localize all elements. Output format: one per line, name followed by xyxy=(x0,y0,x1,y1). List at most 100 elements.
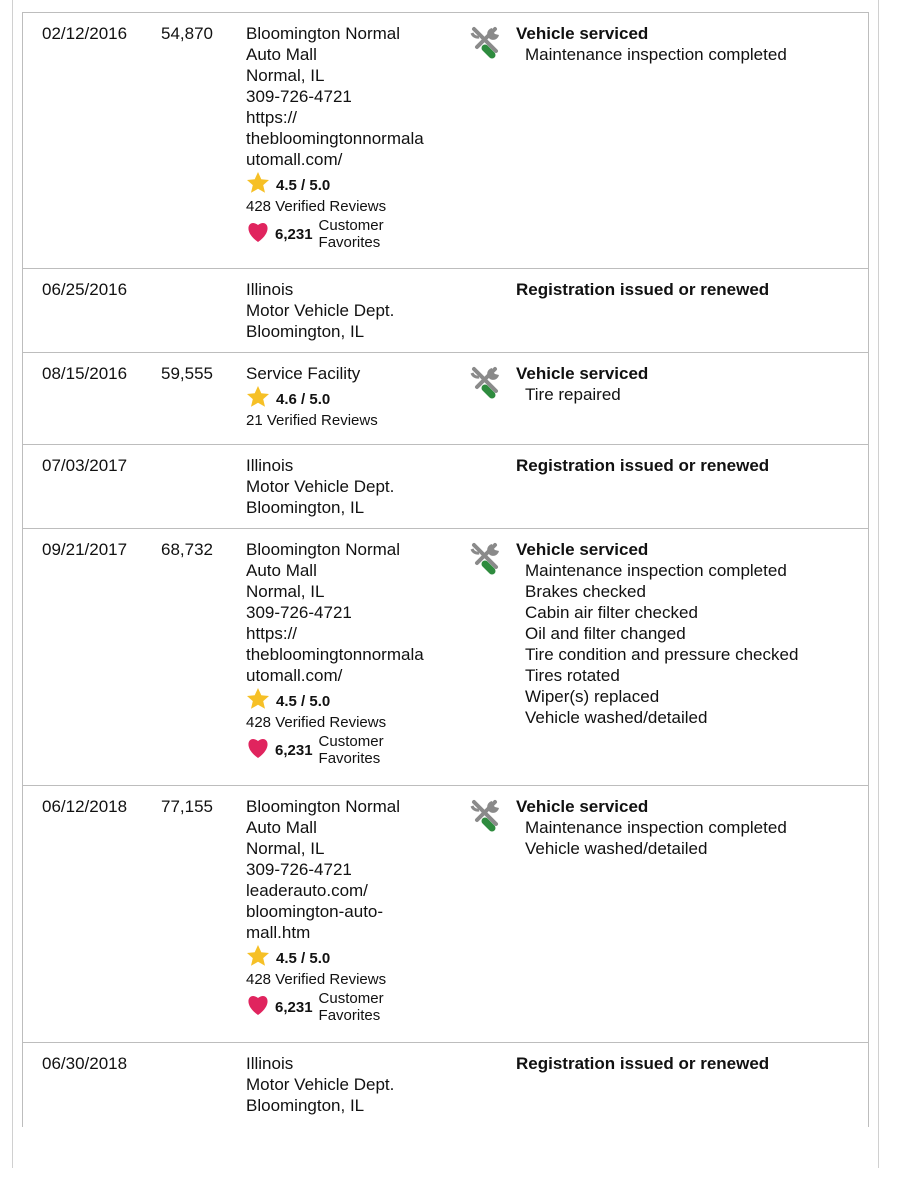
star-icon xyxy=(246,171,270,200)
odometer-reading: 54,870 xyxy=(161,24,213,43)
source-line: Illinois xyxy=(246,1054,294,1073)
source-line: Normal, IL xyxy=(246,839,325,858)
rating-value: 4.5 / 5.0 xyxy=(276,692,331,710)
favorites-label-text: Customer Favorites xyxy=(318,733,384,767)
detail-item: Tire condition and pressure checked xyxy=(525,645,799,664)
record-details: Vehicle serviced Maintenance inspection c… xyxy=(516,23,787,65)
record-source: Bloomington Normal Auto Mall Normal, IL 309… xyxy=(246,23,424,251)
source-line: thebloomingtonnormala xyxy=(246,645,424,664)
verified-reviews-link[interactable]: 428 Verified Reviews xyxy=(246,198,387,215)
source-line: thebloomingtonnormala xyxy=(246,129,424,148)
record-source: Bloomington Normal Auto Mall Normal, IL 309… xyxy=(246,539,424,767)
record-title: Registration issued or renewed xyxy=(516,280,770,299)
source-line: 309-726-4721 xyxy=(246,87,352,106)
page-border-right xyxy=(878,0,879,1168)
record-title: Vehicle serviced xyxy=(516,364,649,383)
source-website-link[interactable]: utomall.com/ xyxy=(246,666,343,685)
customer-favorites: 6,231 Customer Favorites xyxy=(246,990,400,1024)
source-website-link[interactable]: mall.htm xyxy=(246,923,311,942)
history-record-row: 07/03/2017 Illinois Motor Vehicle Dept. Blo… xyxy=(23,445,868,529)
wrench-screwdriver-icon xyxy=(468,798,502,832)
history-record-row: 06/12/2018 77,155 Bloomington Normal Auto M… xyxy=(23,786,868,1043)
source-line: Auto Mall xyxy=(246,818,317,837)
record-source: Bloomington Normal Auto Mall Normal, IL 309… xyxy=(246,796,400,1024)
record-date: 06/30/2018 xyxy=(42,1054,128,1073)
record-source: Service Facility 4.6 / 5.0 21 Verified Rev… xyxy=(246,363,378,430)
source-line: Motor Vehicle Dept. xyxy=(246,301,395,320)
record-date: 09/21/2017 xyxy=(42,540,128,559)
detail-item: Vehicle washed/detailed xyxy=(525,708,708,727)
rating-value: 4.5 / 5.0 xyxy=(276,176,331,194)
favorites-label-text: Customer Favorites xyxy=(318,990,384,1024)
source-website-link[interactable]: https:// xyxy=(246,108,298,127)
detail-item: Tires rotated xyxy=(525,666,620,685)
history-record-row: 06/30/2018 Illinois Motor Vehicle Dept. Blo… xyxy=(23,1043,868,1127)
favorites-label: Customer Favorites xyxy=(319,733,399,767)
record-details: Vehicle serviced Tire repaired xyxy=(516,363,648,405)
source-line: Auto Mall xyxy=(246,45,317,64)
detail-item: Maintenance inspection completed xyxy=(525,561,787,580)
wrench-screwdriver-icon xyxy=(468,541,502,575)
detail-item: Wiper(s) replaced xyxy=(525,687,660,706)
record-details: Registration issued or renewed xyxy=(516,455,769,476)
source-line: Bloomington Normal xyxy=(246,797,401,816)
verified-reviews-link[interactable]: 428 Verified Reviews xyxy=(246,971,387,988)
history-record-row: 09/21/2017 68,732 Bloomington Normal Auto M… xyxy=(23,529,868,786)
heart-icon xyxy=(246,737,270,764)
star-icon xyxy=(246,687,270,716)
record-date: 02/12/2016 xyxy=(42,24,128,43)
source-line: Bloomington Normal xyxy=(246,24,401,43)
vehicle-history-table: 02/12/2016 54,870 Bloomington Normal Auto M… xyxy=(22,12,869,1127)
record-details: Registration issued or renewed xyxy=(516,279,769,300)
favorites-count: 6,231 xyxy=(275,225,313,243)
source-line: Normal, IL xyxy=(246,582,325,601)
detail-item: Cabin air filter checked xyxy=(525,603,698,622)
source-website-link[interactable]: leaderauto.com/ xyxy=(246,881,368,900)
detail-item: Tire repaired xyxy=(525,385,621,404)
record-date: 07/03/2017 xyxy=(42,456,128,475)
detail-item: Brakes checked xyxy=(525,582,646,601)
rating: 4.5 / 5.0 xyxy=(246,687,424,716)
record-title: Registration issued or renewed xyxy=(516,1054,770,1073)
source-line: 309-726-4721 xyxy=(246,603,352,622)
detail-item: Oil and filter changed xyxy=(525,624,686,643)
source-line: Normal, IL xyxy=(246,66,325,85)
source-line: Illinois xyxy=(246,456,294,475)
detail-item: Maintenance inspection completed xyxy=(525,45,787,64)
source-line: Auto Mall xyxy=(246,561,317,580)
favorites-label-text: Customer Favorites xyxy=(318,217,384,251)
source-website-link[interactable]: utomall.com/ xyxy=(246,150,343,169)
history-record-row: 08/15/2016 59,555 Service Facility 4.6 / 5.… xyxy=(23,353,868,445)
detail-item: Vehicle washed/detailed xyxy=(525,839,708,858)
rating: 4.6 / 5.0 xyxy=(246,385,378,414)
record-title: Vehicle serviced xyxy=(516,540,649,559)
record-date: 08/15/2016 xyxy=(42,364,128,383)
heart-icon xyxy=(246,994,270,1021)
history-record-row: 06/25/2016 Illinois Motor Vehicle Dept. Blo… xyxy=(23,269,868,353)
customer-favorites: 6,231 Customer Favorites xyxy=(246,733,424,767)
verified-reviews-link[interactable]: 21 Verified Reviews xyxy=(246,412,378,429)
heart-icon xyxy=(246,221,270,248)
favorites-label: Customer Favorites xyxy=(319,217,399,251)
record-date: 06/25/2016 xyxy=(42,280,128,299)
record-title: Vehicle serviced xyxy=(516,797,649,816)
source-line: Illinois xyxy=(246,280,294,299)
rating-value: 4.6 / 5.0 xyxy=(276,390,331,408)
page-border-left xyxy=(12,0,13,1168)
source-line: 309-726-4721 xyxy=(246,860,352,879)
record-details: Vehicle serviced Maintenance inspection c… xyxy=(516,539,798,728)
source-website-link[interactable]: https:// xyxy=(246,624,298,643)
odometer-reading: 59,555 xyxy=(161,364,213,383)
detail-item: Maintenance inspection completed xyxy=(525,818,787,837)
odometer-reading: 68,732 xyxy=(161,540,213,559)
source-website-link[interactable]: bloomington-auto- xyxy=(246,902,384,921)
history-record-row: 02/12/2016 54,870 Bloomington Normal Auto M… xyxy=(23,13,868,269)
verified-reviews-link[interactable]: 428 Verified Reviews xyxy=(246,714,387,731)
rating: 4.5 / 5.0 xyxy=(246,171,424,200)
star-icon xyxy=(246,385,270,414)
source-line: Motor Vehicle Dept. xyxy=(246,1075,395,1094)
record-details: Vehicle serviced Maintenance inspection c… xyxy=(516,796,787,859)
record-title: Registration issued or renewed xyxy=(516,456,770,475)
wrench-screwdriver-icon xyxy=(468,25,502,59)
favorites-count: 6,231 xyxy=(275,741,313,759)
